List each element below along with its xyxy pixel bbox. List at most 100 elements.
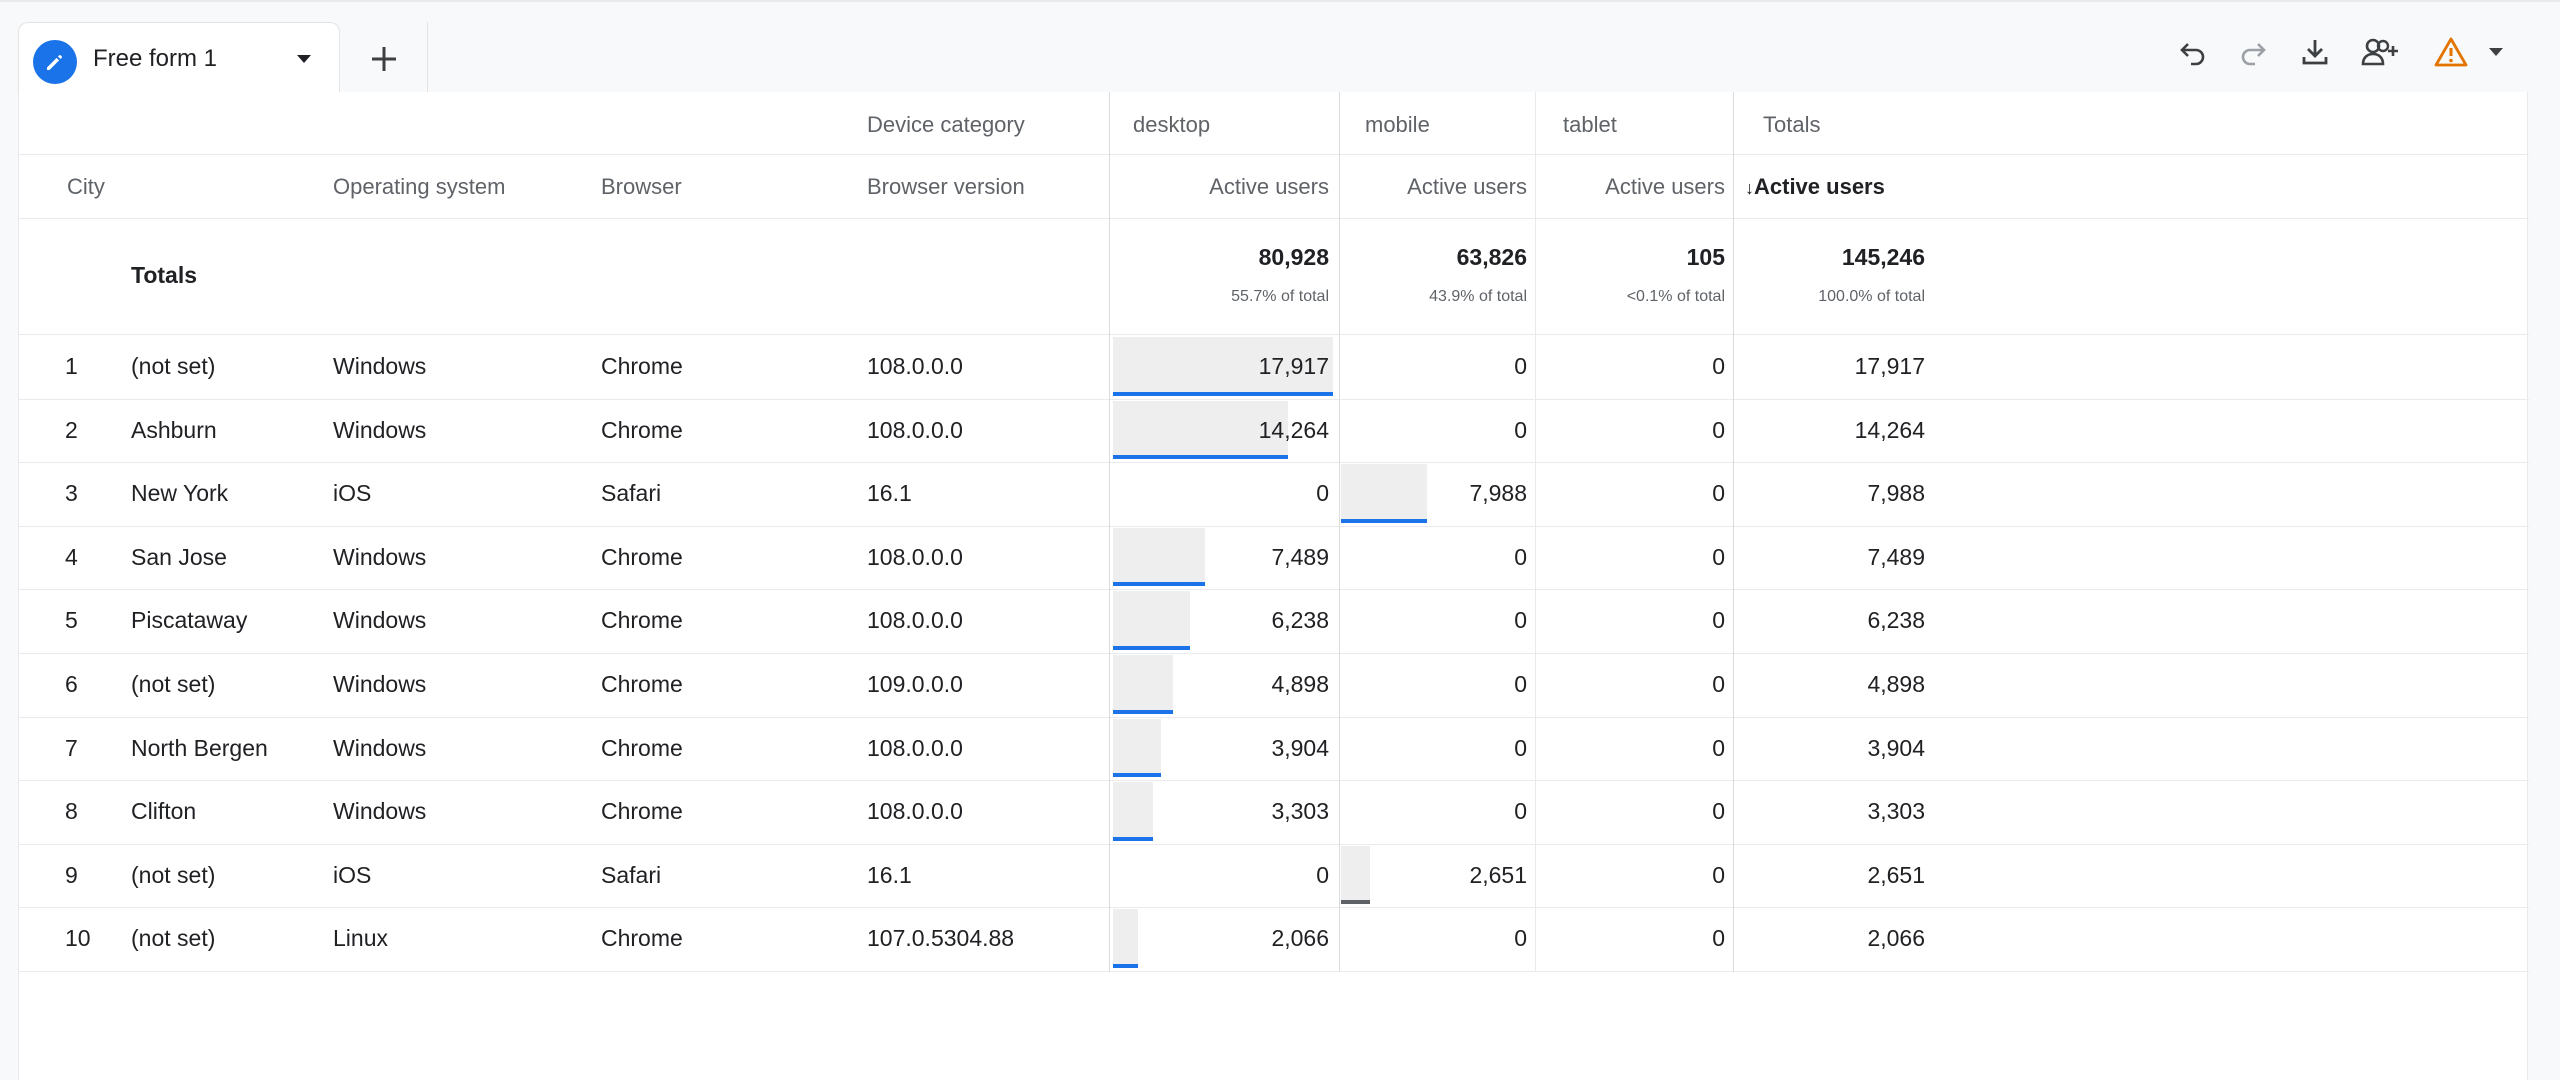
row-value-desktop: 4,898 [1271, 671, 1329, 697]
caret-down-icon[interactable] [295, 53, 313, 65]
table-row[interactable]: 5 Piscataway Windows Chrome 108.0.0.0 6,238 0 0… [19, 589, 2529, 653]
mobile-bar-line [1341, 900, 1370, 905]
row-value-mobile: 0 [1514, 353, 1527, 379]
desktop-bar-line [1113, 836, 1153, 841]
divider [19, 907, 2529, 909]
header-active-users-mobile[interactable]: Active users [1407, 174, 1527, 199]
totals-label: Totals [131, 262, 198, 288]
row-city: (not set) [131, 671, 216, 697]
row-browser-version: 108.0.0.0 [867, 416, 963, 443]
row-value-total: 7,489 [1867, 543, 1925, 570]
header-browser[interactable]: Browser [601, 174, 682, 199]
table-row[interactable]: 4 San Jose Windows Chrome 108.0.0.0 7,489 0 0 7,… [19, 526, 2529, 590]
divider [19, 525, 2529, 527]
row-browser: Chrome [601, 925, 683, 952]
totals-value-total: 145,246 [1841, 244, 1925, 270]
table-row[interactable]: 2 Ashburn Windows Chrome 108.0.0.0 14,264 0 0 14… [19, 399, 2529, 463]
tab-free-form-1[interactable]: Free form 1 [18, 22, 340, 96]
row-operating-system: Windows [333, 671, 427, 697]
undo-icon [2180, 43, 2205, 66]
row-value-desktop: 0 [1316, 861, 1329, 888]
desktop-bar-line [1113, 709, 1173, 714]
header-active-users-tablet[interactable]: Active users [1605, 174, 1725, 199]
divider [19, 154, 2529, 155]
row-value-total: 4,898 [1867, 671, 1925, 697]
add-tab-button[interactable] [340, 22, 428, 96]
desktop-bar [1113, 655, 1173, 711]
divider [19, 334, 2529, 335]
row-value-mobile: 0 [1514, 925, 1527, 952]
row-value-tablet: 0 [1712, 416, 1725, 443]
row-operating-system: iOS [333, 480, 372, 507]
row-rank: 9 [65, 861, 78, 888]
tab-label: Free form 1 [93, 45, 218, 72]
row-city: (not set) [131, 861, 216, 888]
row-value-tablet: 0 [1712, 671, 1725, 697]
column-divider [1733, 92, 1734, 972]
table-row[interactable]: 7 North Bergen Windows Chrome 108.0.0.0 3,904… [19, 717, 2529, 781]
pivot-col-mobile: mobile [1365, 112, 1430, 137]
row-browser: Safari [601, 861, 662, 888]
undo-button[interactable] [2166, 24, 2220, 80]
table-row[interactable]: 6 (not set) Windows Chrome 109.0.0.0 4,898 0 0 4… [19, 653, 2529, 717]
row-value-mobile: 0 [1514, 671, 1527, 697]
row-value-total: 2,651 [1867, 861, 1925, 888]
row-value-total: 14,264 [1854, 416, 1925, 443]
table-row[interactable]: 8 Clifton Windows Chrome 108.0.0.0 3,303 0 0 3,3… [19, 780, 2529, 844]
divider [19, 716, 2529, 718]
row-rank: 3 [65, 480, 78, 507]
report-card: Device category desktop mobile tablet To… [18, 92, 2529, 1080]
row-value-total: 6,238 [1867, 607, 1925, 634]
row-value-total: 7,988 [1867, 480, 1925, 507]
desktop-bar [1113, 337, 1333, 393]
row-value-mobile: 0 [1514, 798, 1527, 825]
desktop-bar [1113, 718, 1161, 775]
download-button[interactable] [2288, 24, 2342, 80]
desktop-bar-line [1113, 582, 1205, 587]
pencil-icon [33, 40, 77, 84]
desktop-bar [1113, 591, 1190, 647]
row-operating-system: Windows [333, 734, 427, 761]
row-value-tablet: 0 [1712, 925, 1725, 952]
row-value-mobile: 2,651 [1469, 861, 1527, 888]
desktop-bar [1113, 527, 1205, 584]
column-divider [1535, 92, 1536, 972]
row-value-tablet: 0 [1712, 607, 1725, 634]
totals-value-tablet: 105 [1686, 244, 1725, 270]
pivot-col-tablet: tablet [1563, 112, 1617, 137]
table-row[interactable]: 3 New York iOS Safari 16.1 0 7,988 0 7,988 [19, 462, 2529, 526]
row-browser: Safari [601, 480, 662, 507]
redo-button[interactable] [2226, 24, 2280, 80]
desktop-bar [1113, 400, 1288, 457]
header-city[interactable]: City [67, 174, 105, 199]
header-active-users-total-sorted[interactable]: ↓Active users [1745, 174, 1885, 200]
row-browser: Chrome [601, 671, 683, 697]
column-divider [1339, 92, 1340, 972]
share-button[interactable] [2354, 24, 2408, 80]
row-value-total: 3,904 [1867, 734, 1925, 761]
row-browser: Chrome [601, 416, 683, 443]
row-rank: 5 [65, 607, 78, 634]
pivot-col-desktop: desktop [1133, 112, 1211, 137]
mobile-bar-line [1341, 518, 1427, 523]
table-row[interactable]: 1 (not set) Windows Chrome 108.0.0.0 17,917 0 0… [19, 335, 2529, 399]
insights-button[interactable] [2420, 24, 2528, 80]
row-value-mobile: 0 [1514, 607, 1527, 634]
row-browser-version: 107.0.5304.88 [867, 925, 1015, 952]
header-active-users-desktop[interactable]: Active users [1209, 174, 1329, 199]
warning-icon [2434, 37, 2468, 67]
desktop-bar [1113, 782, 1153, 838]
row-value-tablet: 0 [1712, 798, 1725, 825]
header-browser-version[interactable]: Browser version [867, 174, 1025, 199]
header-operating-system[interactable]: Operating system [333, 174, 506, 199]
row-rank: 6 [65, 671, 78, 697]
table-row[interactable]: 9 (not set) iOS Safari 16.1 0 2,651 0 2,651 [19, 844, 2529, 908]
divider [19, 843, 2529, 845]
pivot-col-totals: Totals [1763, 112, 1821, 137]
desktop-bar [1113, 909, 1138, 965]
table-row[interactable]: 10 (not set) Linux Chrome 107.0.5304.88 2,066… [19, 907, 2529, 971]
row-value-desktop: 3,303 [1271, 798, 1329, 825]
row-city: New York [131, 480, 229, 507]
row-browser-version: 16.1 [867, 480, 912, 507]
row-rank: 2 [65, 416, 78, 443]
